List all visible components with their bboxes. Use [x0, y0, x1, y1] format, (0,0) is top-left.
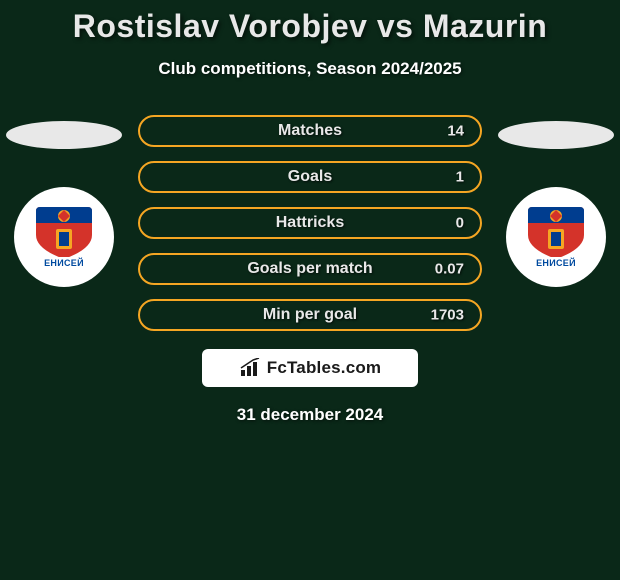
date-line: 31 december 2024: [0, 405, 620, 425]
stat-row-matches: Matches 14: [138, 115, 482, 147]
stat-label: Goals: [288, 168, 332, 186]
bar-chart-icon: [239, 358, 263, 378]
shield-icon: [32, 205, 96, 261]
right-team-badge: ЕНИСЕЙ: [506, 187, 606, 287]
stats-column: Matches 14 Goals 1 Hattricks 0 Goals per…: [138, 115, 482, 331]
right-column: ЕНИСЕЙ: [496, 115, 616, 287]
stat-value: 1703: [431, 307, 464, 324]
stat-value: 0: [456, 215, 464, 232]
main-row: ЕНИСЕЙ Matches 14 Goals 1 Hattricks 0 Go…: [0, 115, 620, 331]
stat-value: 1: [456, 169, 464, 186]
stat-row-min-per-goal: Min per goal 1703: [138, 299, 482, 331]
stat-label: Goals per match: [247, 260, 372, 278]
stat-value: 0.07: [435, 261, 464, 278]
brand-box[interactable]: FcTables.com: [202, 349, 418, 387]
left-oval-placeholder: [6, 121, 122, 149]
shield-icon: [524, 205, 588, 261]
page-title: Rostislav Vorobjev vs Mazurin: [0, 8, 620, 45]
stat-label: Matches: [278, 122, 342, 140]
badge-inner: ЕНИСЕЙ: [524, 205, 588, 269]
left-column: ЕНИСЕЙ: [4, 115, 124, 287]
stat-label: Min per goal: [263, 306, 357, 324]
stat-row-goals: Goals 1: [138, 161, 482, 193]
badge-label: ЕНИСЕЙ: [40, 257, 88, 269]
stat-row-goals-per-match: Goals per match 0.07: [138, 253, 482, 285]
left-team-badge: ЕНИСЕЙ: [14, 187, 114, 287]
brand-text: FcTables.com: [267, 358, 382, 378]
stat-row-hattricks: Hattricks 0: [138, 207, 482, 239]
subtitle: Club competitions, Season 2024/2025: [0, 59, 620, 79]
badge-inner: ЕНИСЕЙ: [32, 205, 96, 269]
comparison-card: Rostislav Vorobjev vs Mazurin Club compe…: [0, 0, 620, 425]
right-oval-placeholder: [498, 121, 614, 149]
badge-label: ЕНИСЕЙ: [532, 257, 580, 269]
stat-value: 14: [447, 123, 464, 140]
stat-label: Hattricks: [276, 214, 344, 232]
